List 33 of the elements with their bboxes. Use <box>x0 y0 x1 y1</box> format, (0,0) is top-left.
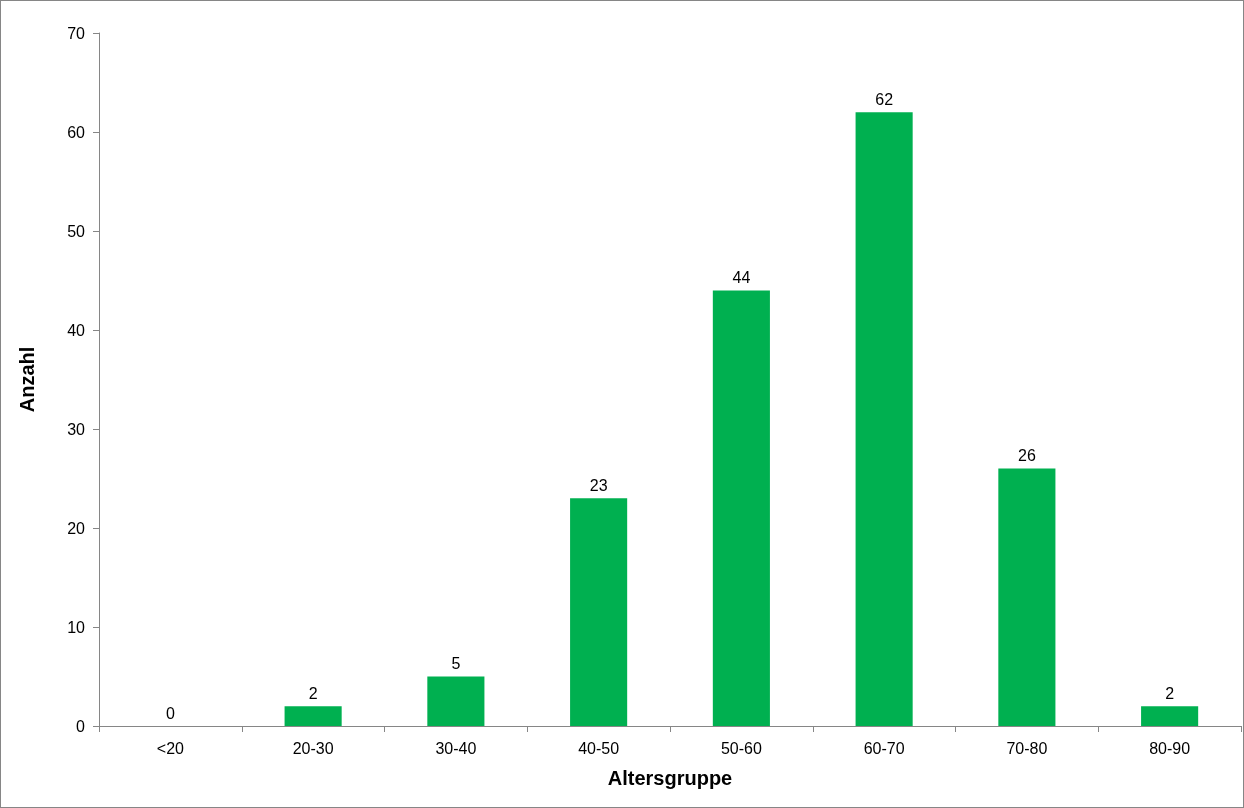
y-tick-label: 70 <box>67 24 86 42</box>
y-axis-title: Anzahl <box>16 346 38 413</box>
x-tick-label: 30-40 <box>435 739 477 757</box>
x-tick-label: 50-60 <box>720 739 762 757</box>
y-tick-label: 20 <box>67 519 86 537</box>
y-tick-label: 50 <box>67 222 86 240</box>
data-label: 62 <box>875 90 894 108</box>
y-tick-label: 10 <box>67 618 86 636</box>
y-tick-label: 0 <box>76 717 86 735</box>
bar <box>712 290 770 726</box>
x-tick-label: 70-80 <box>1006 739 1048 757</box>
x-axis-title: Altersgruppe <box>607 767 733 789</box>
data-label: 44 <box>732 268 751 286</box>
x-tick-label: <20 <box>156 739 185 757</box>
data-label: 23 <box>589 476 608 494</box>
bar <box>1141 706 1199 726</box>
y-tick-label: 40 <box>67 321 86 339</box>
bar <box>570 498 628 726</box>
bar <box>284 706 342 726</box>
data-label: 2 <box>1165 684 1175 702</box>
x-tick-label: 20-30 <box>292 739 334 757</box>
y-tick-label: 60 <box>67 123 86 141</box>
x-tick-label: 40-50 <box>578 739 620 757</box>
data-label: 0 <box>165 704 175 722</box>
data-label: 2 <box>308 684 318 702</box>
x-tick-label: 60-70 <box>863 739 905 757</box>
y-tick-label: 30 <box>67 420 86 438</box>
bar <box>855 112 913 726</box>
bar <box>427 676 485 726</box>
x-tick-label: 80-90 <box>1149 739 1191 757</box>
bar <box>998 468 1056 726</box>
data-label: 26 <box>1017 447 1036 465</box>
data-label: 5 <box>451 655 461 672</box>
